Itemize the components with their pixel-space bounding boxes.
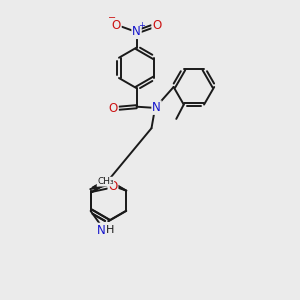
Text: O: O [112, 19, 121, 32]
Text: +: + [138, 21, 145, 30]
Text: O: O [152, 19, 161, 32]
Text: O: O [108, 180, 118, 193]
Text: −: − [108, 13, 116, 23]
Text: N: N [97, 224, 106, 236]
Text: CH₃: CH₃ [97, 177, 114, 186]
Text: N: N [132, 25, 141, 38]
Text: O: O [109, 102, 118, 115]
Text: N: N [152, 101, 161, 114]
Text: H: H [106, 225, 114, 235]
